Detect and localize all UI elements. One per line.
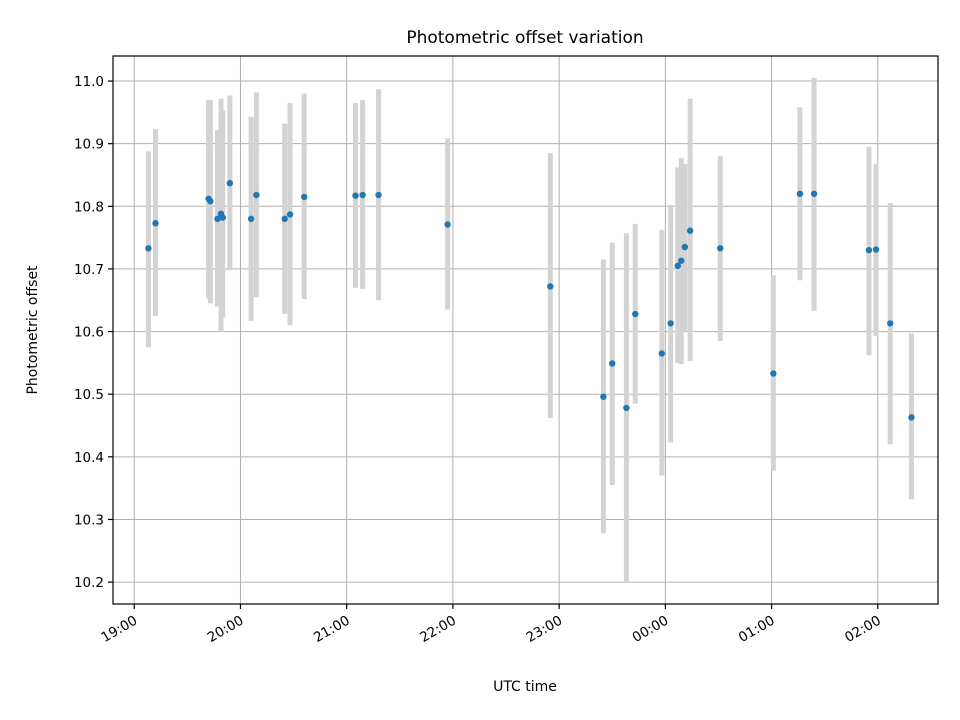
data-point (207, 198, 214, 205)
y-tick-label: 10.2 (74, 575, 104, 591)
data-point (152, 220, 159, 227)
data-point (301, 193, 308, 201)
data-point (286, 211, 294, 218)
data-points (145, 179, 915, 421)
y-tick-label: 10.5 (74, 387, 104, 403)
x-tick-label: 00:00 (630, 613, 672, 646)
data-point (359, 191, 366, 199)
data-point (686, 227, 694, 234)
data-point (623, 404, 630, 412)
data-point (219, 214, 226, 221)
data-point (281, 215, 288, 223)
data-point (717, 245, 724, 252)
data-point (681, 243, 689, 251)
data-point (600, 393, 607, 400)
y-tick-label: 10.9 (74, 137, 104, 153)
data-point (214, 215, 221, 223)
x-tick-label: 22:00 (417, 613, 459, 646)
data-point (770, 370, 777, 377)
x-tick-label: 20:00 (205, 613, 247, 646)
x-tick-label: 01:00 (736, 613, 778, 646)
data-point (872, 246, 880, 253)
plot-frame (112, 55, 939, 605)
chart-title: Photometric offset variation (406, 28, 643, 48)
data-point (678, 257, 685, 264)
y-tick-label: 10.7 (74, 262, 104, 278)
data-point (547, 283, 554, 290)
data-point (886, 320, 894, 327)
data-point (375, 191, 382, 199)
y-tick-label: 10.3 (74, 512, 104, 528)
x-tick-label: 19:00 (99, 613, 141, 646)
x-tick-label: 21:00 (311, 613, 353, 646)
y-tick-label: 10.4 (74, 450, 104, 466)
axis-ticks: 10.2 10.3 10.4 10.5 10.6 10.7 10.8 10.9 11.0 19:0… (74, 74, 884, 646)
y-tick-label: 10.8 (74, 199, 104, 215)
data-point (658, 350, 666, 357)
y-tick-label: 10.6 (74, 325, 104, 341)
data-point (145, 245, 152, 252)
data-point (796, 190, 804, 197)
data-point (444, 221, 451, 228)
error-bars (145, 77, 914, 583)
x-axis-label: UTC time (493, 679, 557, 695)
data-point (865, 246, 873, 254)
y-tick-label: 11.0 (74, 74, 104, 90)
data-point (632, 310, 639, 318)
x-tick-label: 02:00 (842, 613, 884, 646)
data-point (609, 360, 616, 367)
data-point (247, 215, 255, 223)
y-axis-label: Photometric offset (25, 265, 41, 395)
data-point (810, 190, 818, 197)
data-point (253, 191, 260, 199)
data-point (908, 414, 915, 421)
data-point (674, 262, 681, 270)
data-point (226, 179, 234, 187)
data-point (352, 192, 359, 199)
x-tick-label: 23:00 (523, 613, 565, 646)
data-point (667, 320, 674, 327)
